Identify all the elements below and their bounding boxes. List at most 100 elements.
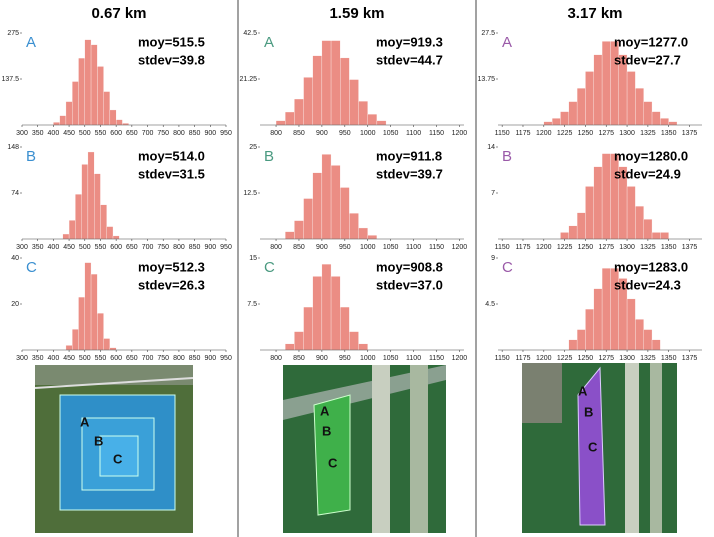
- panel-letter: B: [26, 148, 36, 165]
- x-tick-label: 1200: [536, 244, 552, 251]
- x-tick-label: 1350: [661, 244, 677, 251]
- histogram-bar: [358, 343, 368, 351]
- histogram-bar: [65, 101, 73, 126]
- histogram-bar: [68, 220, 76, 240]
- x-tick-label: 850: [293, 130, 305, 137]
- histogram-bar: [668, 121, 678, 126]
- stat-annotation: moy=919.3: [376, 34, 443, 49]
- y-tick-label: 13.75: [477, 76, 495, 83]
- x-tick-label: 1350: [661, 130, 677, 137]
- x-tick-label: 1200: [452, 130, 468, 137]
- x-tick-label: 1250: [578, 355, 594, 362]
- x-tick-label: 700: [142, 130, 154, 137]
- histogram-bar: [367, 114, 378, 126]
- histogram-bar: [103, 91, 111, 126]
- histogram-bar: [340, 306, 350, 351]
- map-image: A B C: [283, 365, 446, 533]
- panel-letter: B: [502, 148, 512, 165]
- histogram-bar: [303, 77, 313, 126]
- histogram-bar: [367, 235, 378, 240]
- x-tick-label: 1300: [619, 355, 635, 362]
- x-tick-label: 300: [16, 130, 28, 137]
- stat-annotation: moy=512.3: [138, 259, 205, 274]
- histogram-bar: [285, 343, 295, 351]
- histogram-bar: [321, 154, 332, 240]
- x-tick-label: 1325: [640, 355, 656, 362]
- map-image: A B C: [34, 365, 194, 533]
- x-tick-label: 1375: [682, 130, 698, 137]
- histogram-bar: [72, 329, 79, 351]
- histogram-bar: [593, 54, 603, 126]
- histogram-bar: [626, 186, 636, 240]
- histogram-bar: [81, 164, 89, 240]
- histogram-bar: [576, 329, 586, 351]
- y-tick-label: 42.5: [243, 30, 257, 37]
- histogram-bar: [312, 276, 323, 351]
- stat-annotation: stdev=37.0: [376, 277, 443, 292]
- x-tick-label: 1100: [406, 355, 421, 362]
- stat-annotation: moy=1283.0: [614, 259, 688, 274]
- x-tick-label: 1050: [383, 244, 399, 251]
- x-tick-label: 1300: [619, 244, 635, 251]
- histogram-bar: [340, 57, 350, 126]
- stat-annotation: moy=515.5: [138, 34, 205, 49]
- histogram-bar: [376, 120, 387, 126]
- x-tick-label: 1000: [360, 130, 376, 137]
- y-tick-label: 74: [11, 190, 19, 197]
- x-tick-label: 950: [220, 244, 232, 251]
- y-tick-label: 7: [491, 190, 495, 197]
- panel-letter: B: [264, 148, 274, 165]
- x-tick-label: 1375: [682, 355, 698, 362]
- map-label: B: [94, 433, 103, 448]
- x-tick-label: 1225: [557, 244, 573, 251]
- x-tick-label: 800: [270, 130, 282, 137]
- stat-annotation: stdev=39.8: [138, 52, 205, 67]
- x-tick-label: 500: [79, 130, 91, 137]
- y-tick-label: 14: [487, 144, 495, 151]
- stat-annotation: stdev=24.3: [614, 277, 681, 292]
- x-tick-label: 550: [95, 244, 107, 251]
- x-tick-label: 750: [157, 244, 169, 251]
- y-tick-label: 12.5: [243, 190, 257, 197]
- histogram-bar: [94, 173, 101, 240]
- stat-annotation: stdev=26.3: [138, 277, 205, 292]
- histogram-bar: [651, 339, 661, 351]
- y-tick-label: 9: [491, 255, 495, 262]
- x-tick-label: 1175: [515, 130, 530, 137]
- x-tick-label: 450: [63, 244, 75, 251]
- histogram-bar: [53, 122, 60, 126]
- histogram-bar: [340, 187, 350, 240]
- histogram-bar: [643, 101, 653, 126]
- histogram-bar: [330, 165, 341, 240]
- histogram-bar: [635, 319, 644, 351]
- histogram-bar: [551, 118, 561, 126]
- x-tick-label: 1150: [495, 130, 510, 137]
- histogram-bar: [312, 172, 323, 240]
- histogram-bar: [97, 66, 104, 126]
- stat-annotation: stdev=31.5: [138, 166, 205, 181]
- x-tick-label: 1050: [383, 130, 399, 137]
- histogram-bar: [576, 212, 586, 240]
- histogram-bar: [358, 227, 368, 240]
- x-tick-label: 1300: [619, 130, 635, 137]
- y-tick-label: 20: [11, 301, 19, 308]
- x-tick-label: 550: [95, 355, 107, 362]
- x-tick-label: 750: [157, 355, 169, 362]
- histogram-bar: [651, 111, 661, 126]
- x-tick-label: 1150: [429, 244, 444, 251]
- histogram-bar: [560, 111, 569, 126]
- histogram-bar: [103, 338, 111, 351]
- histogram-bar: [87, 151, 95, 240]
- histogram-bar: [59, 115, 67, 126]
- x-tick-label: 950: [339, 130, 351, 137]
- x-tick-label: 650: [126, 244, 138, 251]
- histogram-bar: [349, 213, 359, 240]
- x-tick-label: 1325: [640, 130, 656, 137]
- x-tick-label: 950: [339, 355, 351, 362]
- x-tick-label: 950: [220, 355, 232, 362]
- x-tick-label: 900: [204, 355, 216, 362]
- histogram-bar: [593, 166, 603, 240]
- x-tick-label: 500: [79, 244, 91, 251]
- y-tick-label: 27.5: [481, 30, 495, 37]
